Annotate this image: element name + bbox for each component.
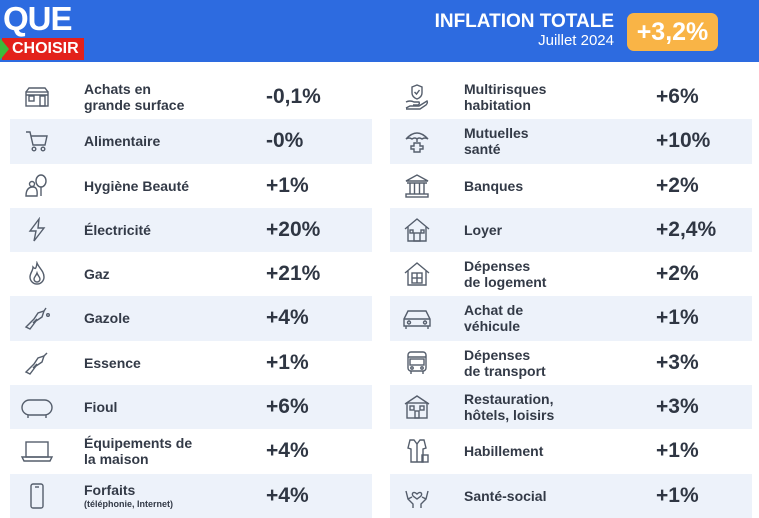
list-item: Habillement +1% — [390, 429, 752, 473]
item-label-2: véhicule — [464, 318, 521, 335]
health-umbrella-icon — [404, 128, 430, 154]
list-item: Forfaits (téléphonie, Internet) +4% — [10, 473, 372, 518]
logo-green-flag — [0, 38, 9, 60]
cart-icon — [24, 128, 50, 154]
item-value: +6% — [656, 85, 699, 108]
item-label: Multirisques — [464, 81, 547, 97]
list-item: Mutuelles santé +10% — [390, 119, 752, 164]
right-column: Multirisques habitation +6% Mutuelles sant… — [390, 75, 752, 518]
item-label: Dépenses — [464, 346, 531, 363]
item-label: Habillement — [464, 443, 544, 460]
house-icon — [404, 217, 430, 243]
item-label-2: grande surface — [84, 97, 185, 113]
item-label-2: la maison — [84, 451, 149, 468]
list-item: Loyer +2,4% — [390, 207, 752, 253]
item-label-2: hôtels, loisirs — [464, 407, 555, 424]
item-value: +3% — [656, 350, 699, 374]
hotel-icon — [404, 394, 430, 420]
left-column: Achats en grande surface -0,1% Alimentair… — [10, 75, 372, 518]
item-value: +4% — [266, 439, 309, 463]
list-item: Électricité +20% — [10, 207, 372, 253]
lightning-icon — [24, 216, 50, 243]
item-value: -0,1% — [266, 85, 321, 108]
item-value: +10% — [656, 129, 711, 153]
item-label: Essence — [84, 354, 141, 371]
header-bar: QUE CHOISIR INFLATION TOTALE Juillet 202… — [0, 0, 759, 62]
item-label: Achats en — [84, 81, 151, 97]
list-item: Multirisques habitation +6% — [390, 75, 752, 119]
list-item: Santé-social +1% — [390, 473, 752, 518]
item-value: +1% — [266, 173, 309, 197]
item-label-small: (téléphonie, Internet) — [84, 498, 174, 509]
item-label: Hygiène Beauté — [84, 177, 190, 194]
item-value: +3% — [656, 395, 699, 419]
item-label: Santé-social — [464, 487, 547, 504]
item-value: +21% — [266, 262, 321, 286]
list-item: Restauration, hôtels, loisirs +3% — [390, 385, 752, 430]
item-label-2: de logement — [464, 274, 547, 291]
item-label: Dépenses — [464, 258, 531, 275]
item-label: Équipements de — [84, 435, 193, 452]
list-item: Gazole +4% — [10, 296, 372, 341]
list-item: Hygiène Beauté +1% — [10, 164, 372, 208]
beauty-icon — [24, 173, 50, 199]
item-value: +4% — [266, 483, 309, 507]
item-value: -0% — [266, 129, 304, 153]
clothing-icon — [404, 438, 430, 464]
list-item: Banques +2% — [390, 164, 752, 208]
store-icon — [24, 84, 50, 110]
item-value: +1% — [266, 350, 309, 374]
car-icon — [400, 305, 434, 331]
que-choisir-logo: QUE CHOISIR — [0, 0, 86, 62]
list-item: Essence +1% — [10, 341, 372, 385]
item-value: +2,4% — [656, 217, 717, 241]
item-label: Électricité — [84, 221, 151, 238]
header-title: INFLATION TOTALE — [434, 11, 614, 32]
item-value: +6% — [266, 395, 309, 419]
house-calculator-icon — [404, 261, 430, 287]
diesel-nozzle-icon — [24, 305, 50, 331]
item-label: Alimentaire — [84, 133, 161, 150]
list-item: Alimentaire -0% — [10, 119, 372, 164]
item-label: Mutuelles — [464, 125, 529, 142]
header-period: Juillet 2024 — [538, 32, 614, 49]
phone-icon — [24, 482, 50, 509]
item-label: Loyer — [464, 221, 503, 238]
item-label-2: habitation — [464, 97, 531, 113]
bus-icon — [404, 350, 430, 376]
list-item: Dépenses de logement +2% — [390, 252, 752, 296]
item-label-2: de transport — [464, 362, 546, 379]
item-value: +1% — [656, 483, 699, 507]
list-item: Fioul +6% — [10, 385, 372, 430]
list-item: Gaz +21% — [10, 252, 372, 296]
item-value: +2% — [656, 173, 699, 197]
logo-line-2: CHOISIR — [2, 38, 84, 60]
item-value: +1% — [656, 306, 699, 330]
item-label: Fioul — [84, 399, 118, 416]
item-value: +2% — [656, 262, 699, 286]
total-inflation-badge: +3,2% — [627, 13, 718, 51]
item-label: Forfaits — [84, 481, 136, 498]
item-label: Gazole — [84, 310, 130, 327]
list-item: Équipements de la maison +4% — [10, 429, 372, 473]
fuel-nozzle-icon — [24, 350, 50, 376]
item-label: Achat de — [464, 302, 524, 319]
oil-tank-icon — [20, 394, 54, 420]
item-label: Banques — [464, 177, 524, 194]
laptop-icon — [20, 438, 54, 464]
item-label-2: santé — [464, 141, 501, 158]
list-item: Dépenses de transport +3% — [390, 341, 752, 385]
item-value: +1% — [656, 439, 699, 463]
logo-line-1: QUE — [3, 0, 73, 37]
list-item: Achat de véhicule +1% — [390, 296, 752, 341]
bank-icon — [404, 173, 430, 199]
item-label: Restauration, — [464, 391, 554, 408]
item-value: +20% — [266, 217, 321, 241]
item-value: +4% — [266, 306, 309, 330]
list-item: Achats en grande surface -0,1% — [10, 75, 372, 119]
flame-icon — [24, 261, 50, 287]
item-label: Gaz — [84, 266, 110, 283]
home-insurance-icon — [404, 84, 430, 110]
hands-heart-icon — [404, 483, 430, 509]
